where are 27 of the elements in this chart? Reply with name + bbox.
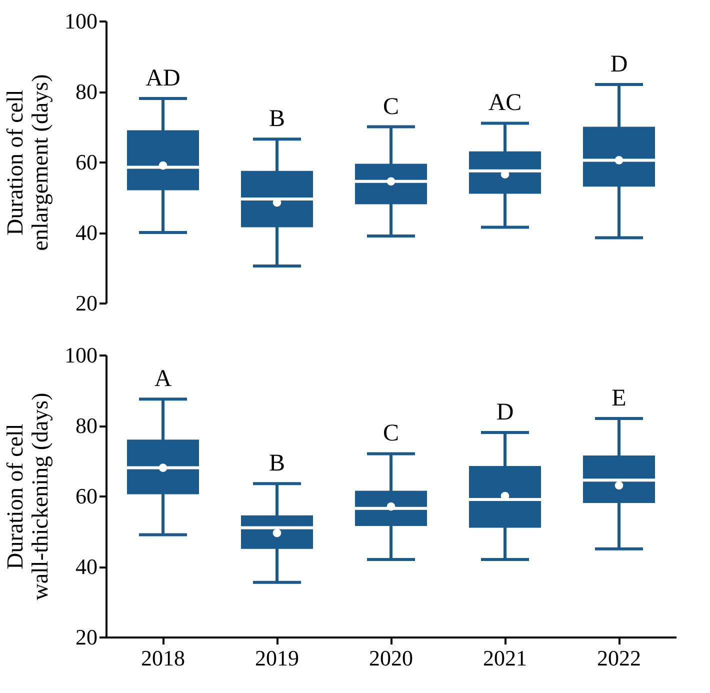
x-tick-label: 2022 — [597, 646, 641, 670]
y-tick-label: 80 — [76, 79, 98, 104]
annotation: C — [382, 420, 400, 447]
annotation: C — [382, 94, 400, 120]
y-axis-title: Duration of cell wall-thickening (days) — [2, 392, 52, 600]
y-axis-title: Duration of cell enlargement (days) — [2, 74, 52, 251]
annotation: D — [610, 51, 628, 78]
x-tick-label: 2018 — [141, 646, 185, 670]
annotation: B — [268, 450, 286, 477]
y-tick-label: 60 — [76, 484, 98, 508]
y-tick-label: 80 — [76, 413, 98, 438]
annotation: AC — [488, 90, 522, 116]
y-tick-label: 100 — [64, 342, 98, 368]
y-tick-label: 40 — [76, 220, 98, 245]
y-tick-label: 40 — [76, 554, 98, 579]
annotation: D — [496, 400, 514, 426]
x-tick-label: 2020 — [369, 646, 413, 670]
x-tick-label: 2021 — [483, 646, 527, 670]
annotation: A — [154, 366, 172, 392]
annotation: B — [268, 106, 286, 132]
y-tick-label: 60 — [76, 150, 98, 174]
y-tick-label: 20 — [76, 290, 98, 316]
annotation: E — [612, 385, 626, 412]
y-tick-label: 100 — [64, 8, 98, 34]
annotation: AD — [146, 66, 180, 92]
x-tick-label: 2019 — [255, 646, 299, 670]
y-tick-label: 20 — [76, 624, 98, 650]
